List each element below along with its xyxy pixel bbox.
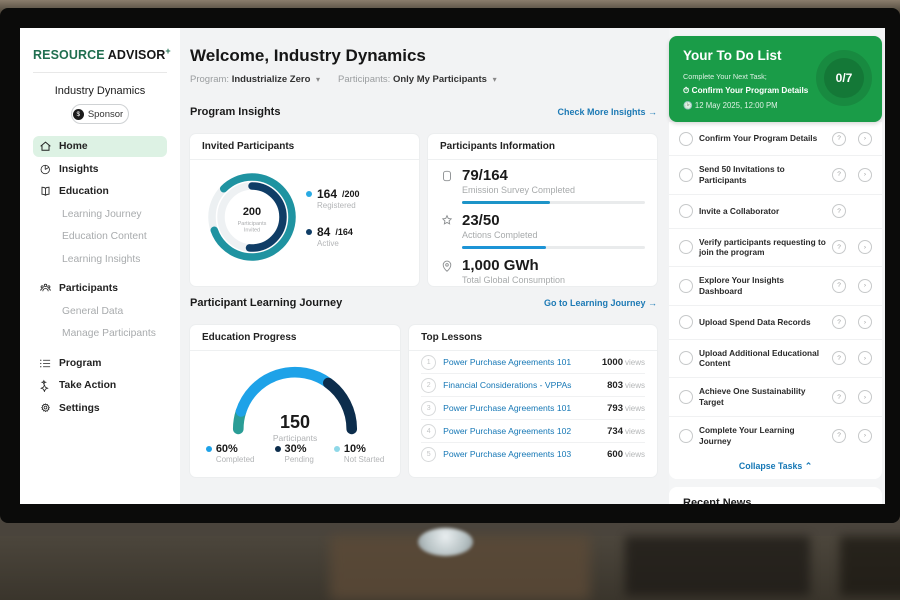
svg-text:Participants: Participants bbox=[238, 221, 267, 227]
svg-text:Invited: Invited bbox=[244, 228, 260, 234]
svg-text:200: 200 bbox=[243, 206, 261, 218]
